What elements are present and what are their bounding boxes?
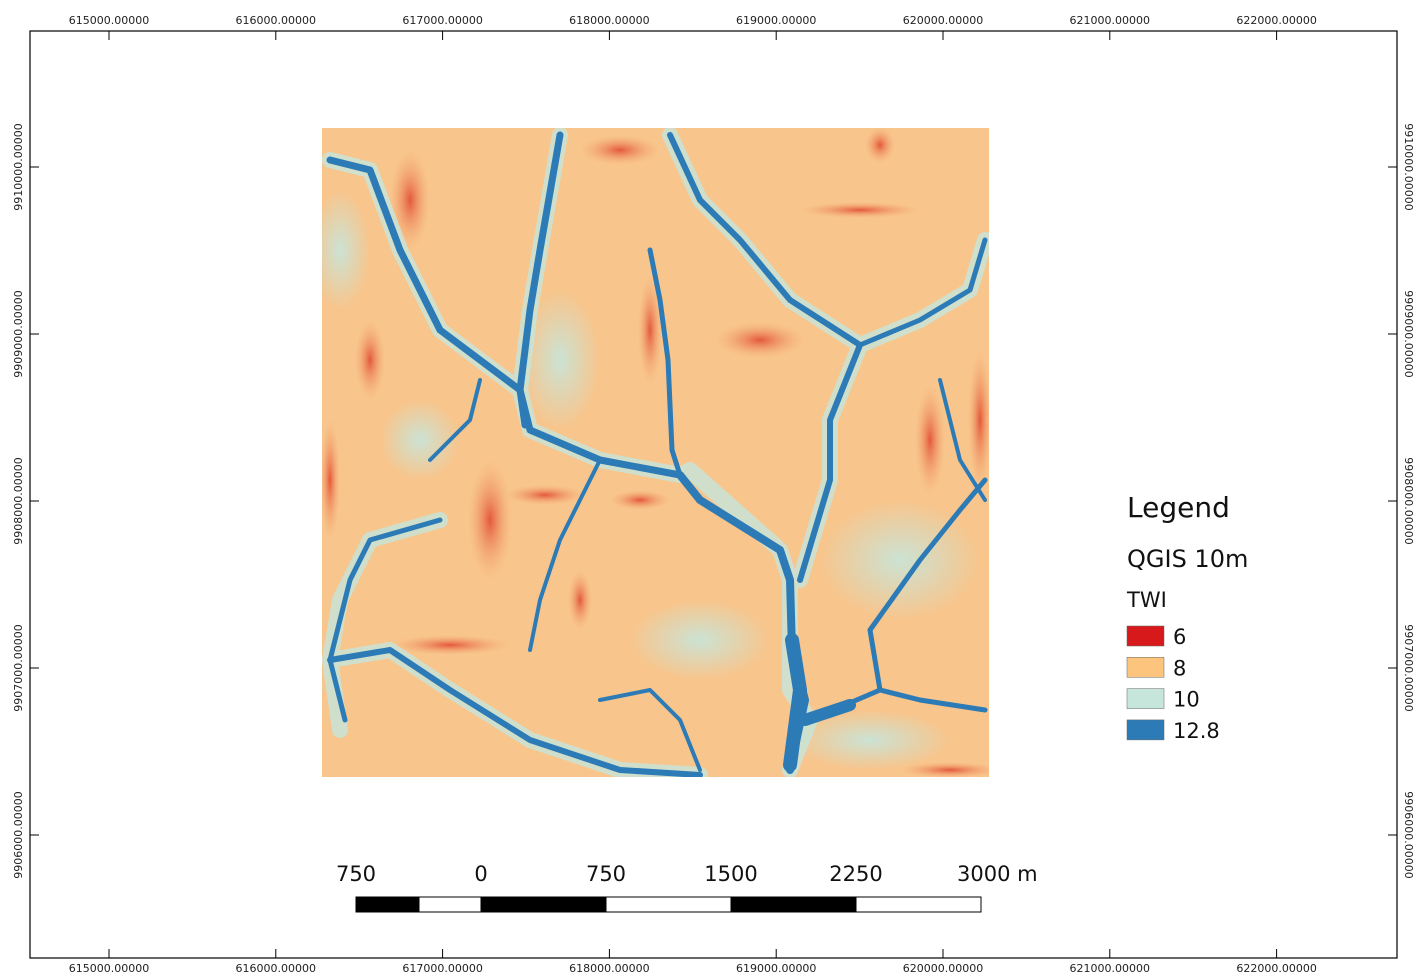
x-coord-label: 620000.00000: [903, 962, 983, 975]
y-coord-label: 9907000.00000: [12, 624, 25, 711]
map-layout: 7500750150022503000 m LegendQGIS 10mTWI6…: [0, 0, 1415, 976]
x-coord-label: 621000.00000: [1070, 962, 1150, 975]
x-coord-label: 615000.00000: [69, 14, 149, 27]
y-coord-label: 9909000.00000: [1402, 290, 1415, 377]
scale-segment: [731, 897, 856, 912]
x-coord-label: 622000.00000: [1236, 962, 1316, 975]
legend-swatch: [1127, 689, 1164, 709]
legend-swatch: [1127, 626, 1164, 646]
y-coord-label: 9910000.00000: [12, 123, 25, 210]
y-coord-label: 9910000.00000: [1402, 123, 1415, 210]
twi-raster: [310, 127, 1000, 778]
y-coord-label: 9908000.00000: [12, 457, 25, 544]
scale-label: 1500: [704, 862, 757, 886]
legend-label: 6: [1173, 625, 1186, 649]
x-coord-label: 622000.00000: [1236, 14, 1316, 27]
legend-label: 12.8: [1173, 719, 1220, 743]
y-coord-label: 9907000.00000: [1402, 624, 1415, 711]
x-coord-label: 617000.00000: [402, 14, 482, 27]
legend-label: 8: [1173, 656, 1186, 680]
y-coord-label: 9906000.00000: [1402, 791, 1415, 878]
x-coord-label: 616000.00000: [236, 14, 316, 27]
legend-swatch: [1127, 720, 1164, 740]
scale-label: 2250: [829, 862, 882, 886]
scale-label: 3000 m: [957, 862, 1038, 886]
scale-segment: [481, 897, 606, 912]
scale-bar: 750 0 750 1500 2250 3000 m: [336, 862, 1038, 912]
x-coord-label: 615000.00000: [69, 962, 149, 975]
x-coord-label: 617000.00000: [402, 962, 482, 975]
y-coord-label: 9909000.00000: [12, 290, 25, 377]
legend-title: Legend: [1127, 491, 1230, 524]
x-coord-label: 619000.00000: [736, 14, 816, 27]
x-coord-label: 619000.00000: [736, 962, 816, 975]
scale-segment: [856, 897, 981, 912]
scale-segment: [356, 897, 419, 912]
y-coord-label: 9906000.00000: [12, 791, 25, 878]
scale-label: 750: [586, 862, 626, 886]
scale-segment: [419, 897, 481, 912]
x-coord-label: 620000.00000: [903, 14, 983, 27]
legend-layer: QGIS 10m: [1127, 545, 1248, 573]
legend-swatch: [1127, 657, 1164, 677]
x-coord-label: 618000.00000: [569, 962, 649, 975]
legend-label: 10: [1173, 688, 1200, 712]
scale-label: 750: [336, 862, 376, 886]
page: {"map": { "x_labels": ["615000.00000", "…: [0, 0, 1415, 976]
x-coord-label: 616000.00000: [236, 962, 316, 975]
x-coord-label: 618000.00000: [569, 14, 649, 27]
x-coord-label: 621000.00000: [1070, 14, 1150, 27]
scale-segment: [606, 897, 731, 912]
scale-label: 0: [474, 862, 487, 886]
y-coord-label: 9908000.00000: [1402, 457, 1415, 544]
legend-field: TWI: [1126, 588, 1167, 612]
